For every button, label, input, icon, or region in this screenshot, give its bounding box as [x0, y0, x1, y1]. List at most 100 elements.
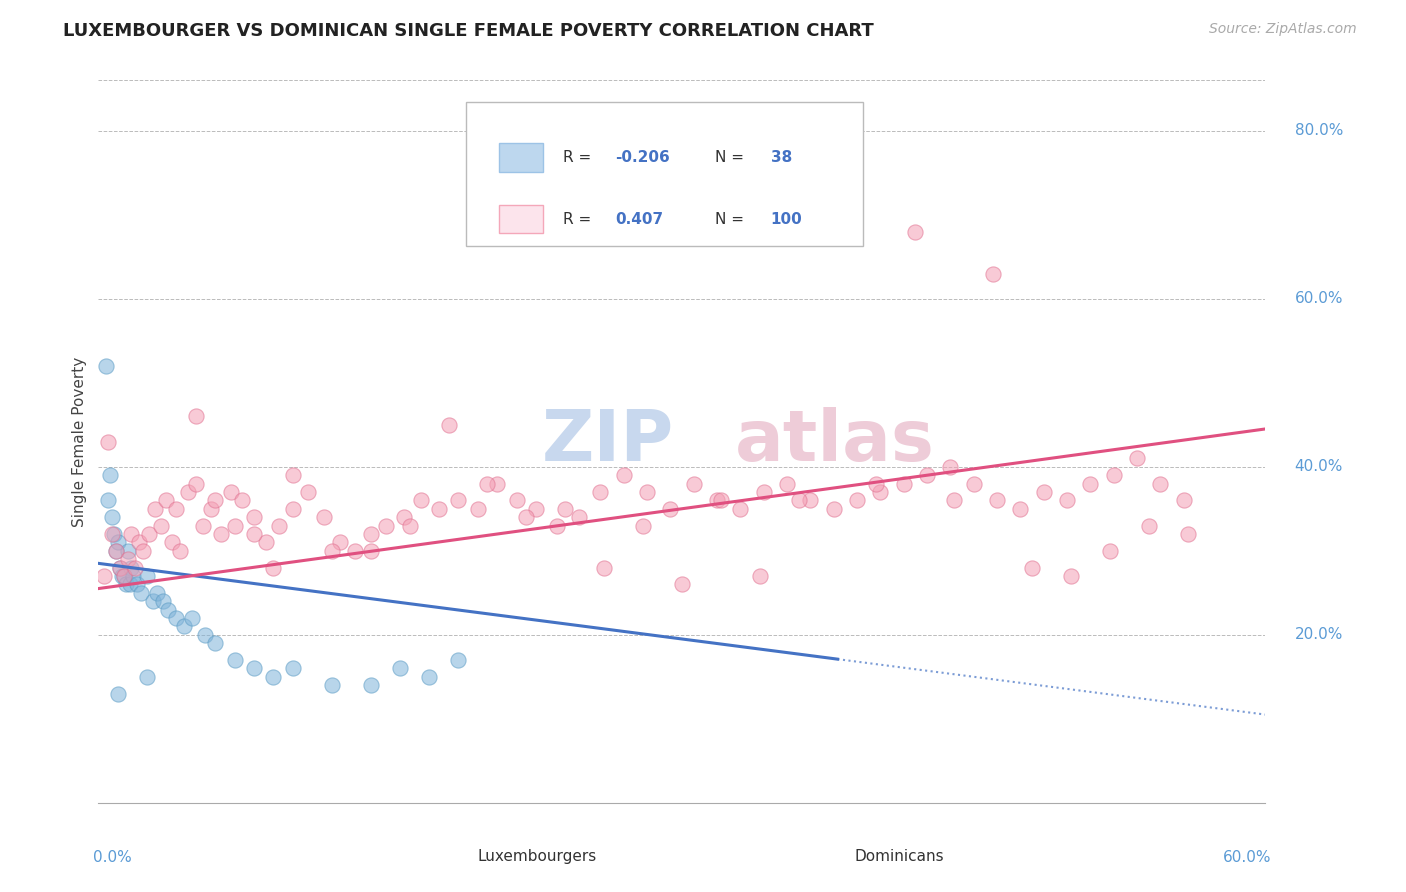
Point [659, 501, 682, 516]
Point [108, 560, 131, 574]
Point [1126, 451, 1149, 466]
Text: 38: 38 [770, 150, 792, 165]
Point [204, 493, 226, 508]
Point [224, 518, 246, 533]
Point [219, 485, 242, 500]
Point [398, 518, 420, 533]
Point [418, 670, 440, 684]
Text: 80.0%: 80.0% [1295, 123, 1343, 138]
Point [117, 552, 139, 566]
FancyBboxPatch shape [499, 143, 543, 172]
Text: 100: 100 [770, 211, 803, 227]
Point [515, 510, 537, 524]
Point [112, 569, 135, 583]
Point [129, 586, 152, 600]
Point [96, 359, 118, 373]
Point [281, 661, 304, 675]
Point [231, 493, 253, 508]
Point [124, 560, 146, 574]
Point [243, 661, 266, 675]
Point [127, 577, 149, 591]
Point [321, 543, 343, 558]
Text: Luxembourgers: Luxembourgers [478, 849, 598, 864]
Point [321, 678, 343, 692]
Point [312, 510, 335, 524]
Point [97, 493, 120, 508]
Point [107, 687, 129, 701]
Point [112, 569, 135, 583]
Point [748, 569, 770, 583]
Point [97, 434, 120, 449]
Point [1080, 476, 1102, 491]
Point [155, 493, 177, 508]
Point [869, 485, 891, 500]
Point [827, 208, 849, 222]
Point [1060, 569, 1083, 583]
Point [730, 501, 752, 516]
Point [243, 527, 266, 541]
Point [152, 594, 174, 608]
Point [104, 543, 127, 558]
Point [631, 518, 654, 533]
Point [117, 543, 139, 558]
Point [200, 501, 222, 516]
Point [986, 493, 1008, 508]
Point [710, 493, 733, 508]
FancyBboxPatch shape [465, 102, 863, 246]
Text: 60.0%: 60.0% [1223, 850, 1271, 864]
Point [962, 476, 984, 491]
Point [173, 619, 195, 633]
Point [165, 501, 187, 516]
Point [467, 501, 489, 516]
Point [752, 485, 775, 500]
Point [915, 468, 938, 483]
Text: N =: N = [714, 150, 748, 165]
Point [787, 493, 810, 508]
Text: 20.0%: 20.0% [1295, 627, 1343, 642]
Point [1056, 493, 1078, 508]
Point [101, 510, 124, 524]
Point [262, 560, 284, 574]
Point [477, 476, 499, 491]
Point [104, 543, 127, 558]
Point [706, 493, 728, 508]
Point [799, 493, 821, 508]
Point [682, 476, 704, 491]
Text: ZIP: ZIP [541, 407, 673, 476]
Point [281, 501, 304, 516]
Y-axis label: Single Female Poverty: Single Female Poverty [72, 357, 87, 526]
Point [447, 493, 470, 508]
Point [297, 485, 319, 500]
Point [177, 485, 200, 500]
Point [180, 611, 202, 625]
Point [981, 267, 1004, 281]
Point [1021, 560, 1043, 574]
Point [209, 527, 232, 541]
Point [169, 543, 191, 558]
Point [224, 653, 246, 667]
Point [1149, 476, 1171, 491]
Point [846, 493, 869, 508]
Point [262, 670, 284, 684]
Point [111, 569, 134, 583]
Point [776, 476, 799, 491]
Point [243, 510, 266, 524]
Point [636, 485, 658, 500]
Point [360, 678, 382, 692]
Point [360, 543, 382, 558]
Point [103, 527, 125, 541]
Point [138, 527, 160, 541]
Point [447, 653, 470, 667]
Point [329, 535, 352, 549]
Point [157, 602, 180, 616]
Point [254, 535, 277, 549]
Point [184, 409, 207, 424]
Point [1102, 468, 1125, 483]
Point [823, 501, 845, 516]
Point [546, 518, 568, 533]
Point [101, 527, 124, 541]
Point [865, 476, 887, 491]
Text: 0.407: 0.407 [616, 211, 664, 227]
Text: 60.0%: 60.0% [1295, 291, 1343, 306]
Point [146, 586, 169, 600]
